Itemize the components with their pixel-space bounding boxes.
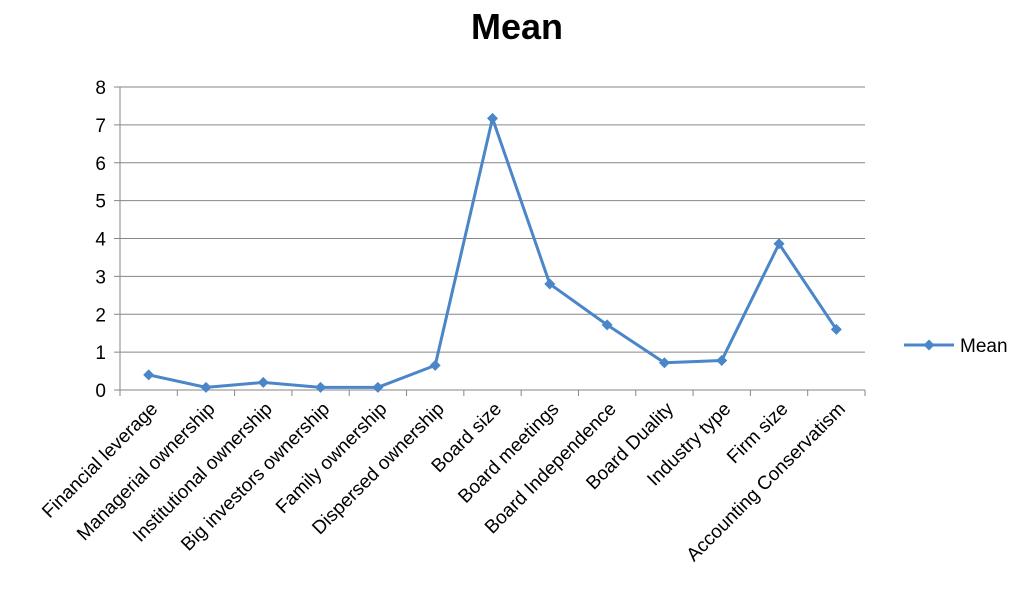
y-tick-label: 6 [95,154,106,175]
y-tick-label: 1 [95,343,106,364]
y-tick-label: 4 [95,230,106,251]
legend-label: Mean [960,336,1008,357]
axes [114,86,866,396]
legend-marker [923,339,935,351]
y-tick-label: 7 [95,116,106,137]
chart-title: Mean [470,6,564,47]
y-tick-label: 2 [95,305,106,326]
series-mean [143,112,842,393]
y-tick-label: 0 [95,381,106,402]
data-point [830,323,842,335]
data-point [429,359,441,371]
data-point [544,278,556,290]
series-line [148,116,838,389]
y-tick-label: 8 [95,78,106,99]
data-point [716,354,728,366]
data-point [773,238,785,250]
y-tick-label: 3 [95,267,106,288]
data-point [658,357,670,369]
x-tick-label: Board meetings [454,399,563,508]
data-point [315,381,327,393]
data-point [372,381,384,393]
legend: Mean [904,336,1008,357]
data-point [143,369,155,381]
data-point [487,112,498,124]
gridlines [120,86,865,353]
data-point [257,376,269,388]
y-tick-label: 5 [95,192,106,213]
data-point [200,381,212,393]
y-tick-labels: 0 1 2 3 4 5 6 7 8 [95,78,106,402]
data-point [601,319,613,331]
